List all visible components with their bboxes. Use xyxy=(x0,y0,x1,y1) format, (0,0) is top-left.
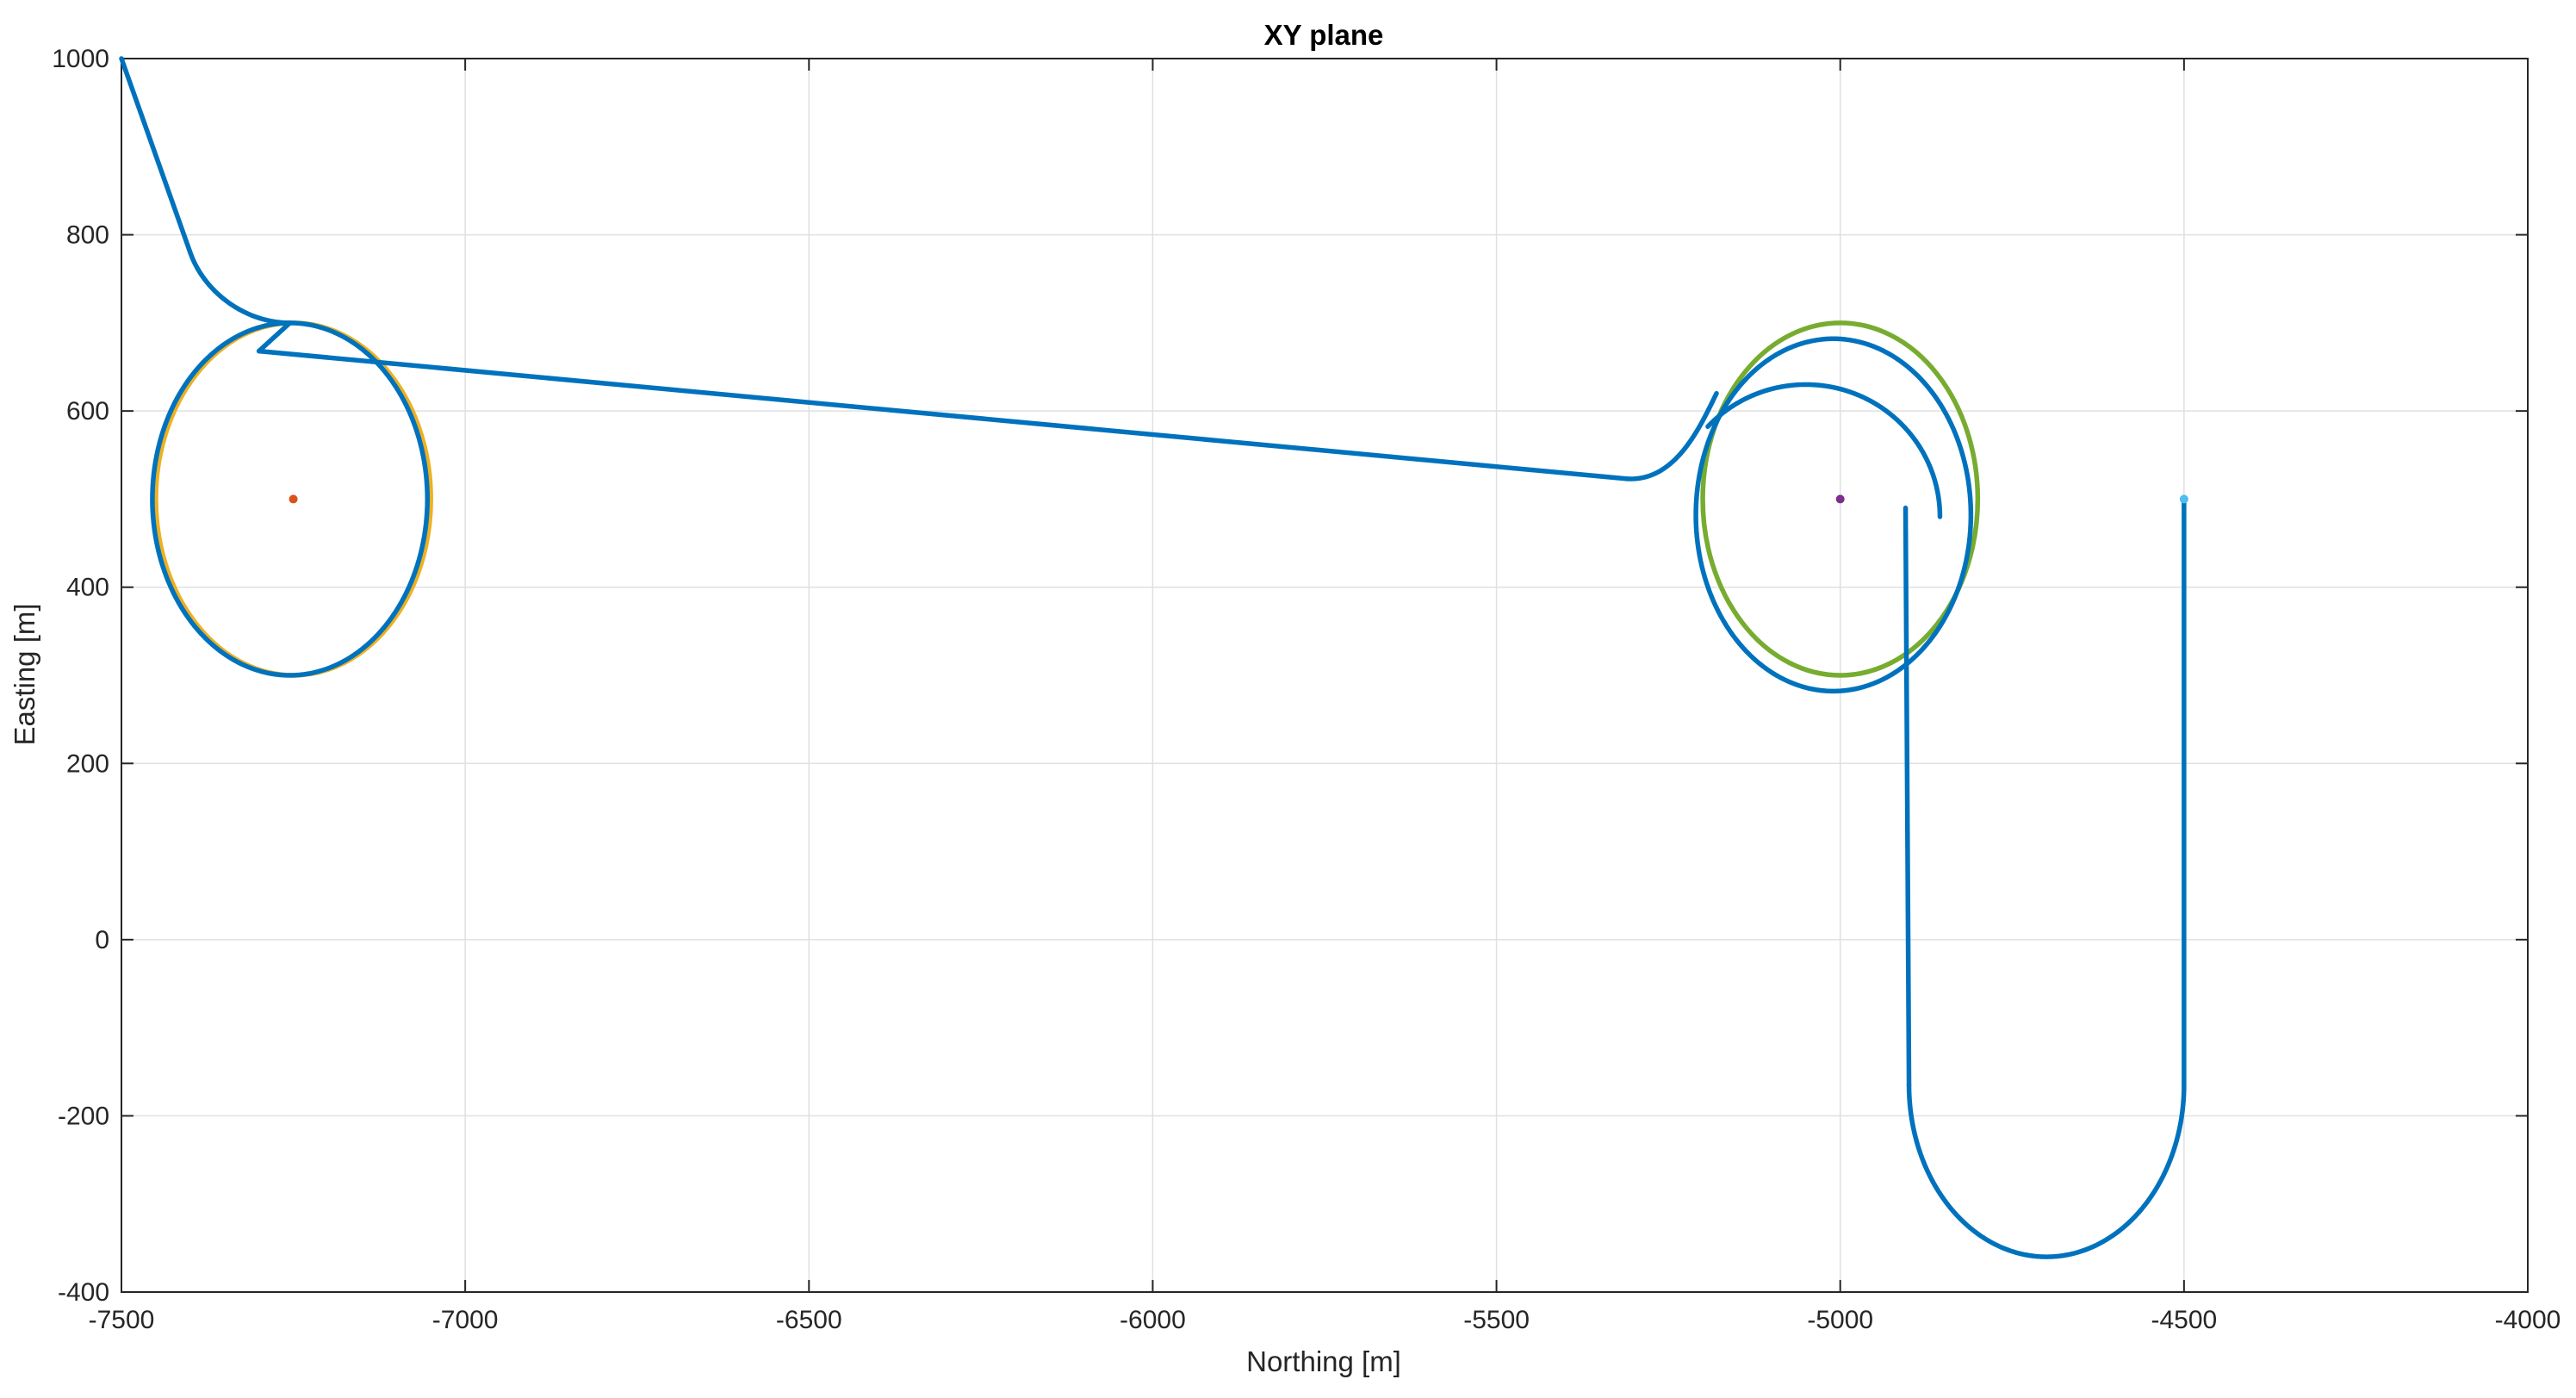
trajectory-segment xyxy=(1693,336,1974,694)
tick-labels: -7500 -7000 -6500 -6000 -5500 -5000 -4500 -4000… xyxy=(52,45,2560,1334)
x-tick-label: -5000 xyxy=(1807,1306,1873,1334)
loiter-circle xyxy=(1700,320,1981,678)
y-tick-label: -400 xyxy=(58,1278,109,1307)
trajectory-segment xyxy=(150,320,430,678)
chart-title: XY plane xyxy=(1264,19,1384,51)
y-tick-label: 600 xyxy=(66,397,109,426)
x-tick-label: -7000 xyxy=(432,1306,499,1334)
waypoint-marker xyxy=(289,494,298,504)
waypoint-marker xyxy=(2179,494,2188,504)
x-axis-label: Northing [m] xyxy=(1246,1345,1401,1377)
x-tick-label: -6500 xyxy=(776,1306,842,1334)
trajectory-segment xyxy=(119,56,193,255)
x-tick-label: -7500 xyxy=(89,1306,155,1334)
x-tick-label: -4500 xyxy=(2151,1306,2217,1334)
y-axis-label: Easting [m] xyxy=(9,603,40,745)
waypoint-marker xyxy=(1835,494,1845,504)
axes xyxy=(121,58,2529,1293)
series-layer xyxy=(119,56,2188,1259)
trajectory-segment xyxy=(256,348,1629,482)
y-tick-label: 800 xyxy=(66,221,109,250)
y-tick-label: 400 xyxy=(66,574,109,602)
trajectory-segment xyxy=(1705,382,1943,519)
x-tick-label: -5500 xyxy=(1463,1306,1530,1334)
trajectory-segment xyxy=(1906,1082,2187,1259)
x-tick-label: -6000 xyxy=(1120,1306,1186,1334)
trajectory-segment xyxy=(256,320,293,354)
y-tick-label: 0 xyxy=(95,926,109,954)
y-tick-label: 1000 xyxy=(52,45,109,73)
y-tick-label: -200 xyxy=(58,1102,109,1130)
trajectory-segment xyxy=(1903,505,1912,1088)
x-tick-label: -4000 xyxy=(2495,1306,2561,1334)
trajectory-segment xyxy=(188,250,293,326)
y-tick-label: 200 xyxy=(66,749,109,778)
plot-frame xyxy=(121,58,2529,1293)
trajectory-segment xyxy=(1624,390,1719,482)
